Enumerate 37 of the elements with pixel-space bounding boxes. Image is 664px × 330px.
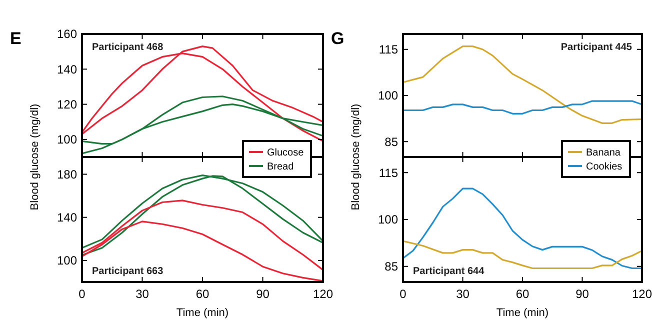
text: Participant 468 [92,42,164,53]
y-tick-label: 140 [56,210,78,225]
y-tick-label: 160 [56,27,78,42]
x-tick-label: 120 [632,287,652,301]
text: Participant 445 [560,42,632,53]
x-tick-label: 120 [312,287,334,301]
x-tick-label: 0 [400,287,407,301]
y-tick-label: 100 [378,88,398,103]
x-tick-label: 60 [196,287,210,301]
x-tick-label: 90 [576,287,590,301]
y-tick-label: 140 [56,62,78,76]
x-tick-label: 0 [78,287,86,301]
y-tick-label: 100 [56,132,78,147]
y-tick-label: 100 [56,254,78,268]
x-axis-title: Time (min) [176,307,229,319]
y-tick-label: 85 [384,134,398,149]
legend-label: Glucose [267,148,304,158]
legend-label: Bread [267,162,294,172]
y-tick-label: 100 [378,212,398,227]
text: Participant 644 [413,266,485,277]
x-tick-label: 90 [256,287,270,301]
x-tick-label: 60 [516,287,530,301]
y-tick-label: 180 [56,167,78,182]
y-tick-label: 120 [56,97,78,112]
y-axis-title: Blood glucose (mg/dl) [350,104,362,210]
y-tick-label: 115 [378,166,398,180]
x-axis-title: Time (min) [496,307,549,319]
y-tick-label: 115 [378,42,398,57]
legend-label: Cookies [586,162,622,172]
y-axis-title: Blood glucose (mg/dl) [29,104,41,210]
text: Participant 663 [92,266,164,277]
x-tick-label: 30 [136,287,150,301]
chart-title: E [10,29,22,48]
legend-label: Banana [586,148,621,158]
x-tick-label: 30 [456,287,470,301]
chart-title: G [331,29,344,48]
y-tick-label: 85 [384,260,398,274]
